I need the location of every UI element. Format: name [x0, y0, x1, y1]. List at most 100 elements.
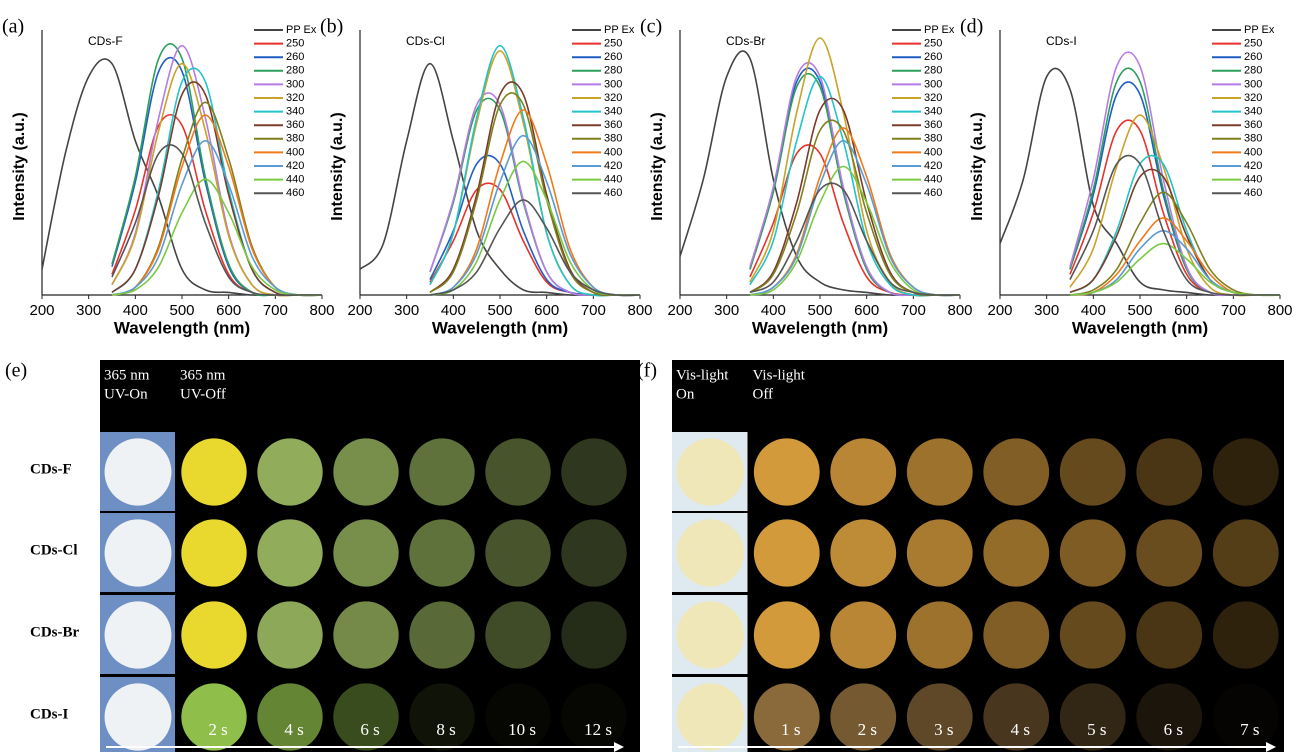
- time-label: 7 s: [1240, 720, 1259, 739]
- legend-label: 380: [286, 133, 304, 145]
- sample-photo: [907, 519, 973, 586]
- sample-photo: [181, 438, 246, 505]
- legend-label: 300: [604, 78, 622, 90]
- sample-photo: [485, 601, 550, 668]
- sample-photo: [485, 438, 550, 505]
- sample-photo: [181, 683, 246, 750]
- legend-label: 360: [924, 119, 942, 131]
- sample-photo: [485, 519, 550, 586]
- legend-label: PP Ex: [924, 24, 955, 36]
- sample-photo: [257, 683, 322, 750]
- legend-label: 460: [604, 187, 622, 199]
- x-tick-label: 800: [947, 302, 972, 319]
- legend-label: 280: [286, 65, 304, 77]
- y-axis-label: Intensity (a.u.): [329, 112, 346, 220]
- x-tick-label: 700: [901, 302, 926, 319]
- sample-photo: [1136, 601, 1202, 668]
- legend-label: 440: [1244, 174, 1262, 186]
- column-header: UV-On: [104, 386, 148, 402]
- legend-label: 360: [1244, 119, 1262, 131]
- time-label: 10 s: [508, 720, 536, 739]
- legend-label: 250: [1244, 38, 1262, 50]
- sample-photo: [754, 601, 820, 668]
- time-label: 2 s: [858, 720, 877, 739]
- sample-photo: [333, 683, 398, 750]
- sample-photo: [257, 519, 322, 586]
- sample-photo: [409, 683, 474, 750]
- sample-photo: [1136, 438, 1202, 505]
- x-tick-label: 700: [263, 302, 288, 319]
- annotation: CDs-Br: [726, 34, 765, 48]
- x-tick-label: 200: [29, 302, 54, 319]
- figure: (a)CDs-F200300400500600700800Wavelength …: [0, 0, 1293, 752]
- y-axis-label: Intensity (a.u.): [11, 112, 28, 220]
- legend-label: 440: [286, 174, 304, 186]
- legend-label: 320: [1244, 92, 1262, 104]
- legend-label: 250: [924, 38, 942, 50]
- panel-label: (f): [637, 360, 657, 382]
- y-axis-label: Intensity (a.u.): [649, 112, 666, 220]
- panel-label: (d): [960, 16, 983, 38]
- x-tick-label: 700: [1221, 302, 1246, 319]
- sample-photo: [754, 519, 820, 586]
- legend-label: 460: [924, 187, 942, 199]
- legend-label: 250: [286, 38, 304, 50]
- sample-photo: [409, 438, 474, 505]
- legend-label: 300: [286, 78, 304, 90]
- x-axis-label: Wavelength (nm): [114, 318, 250, 337]
- x-tick-label: 200: [667, 302, 692, 319]
- sample-label: CDs-F: [30, 461, 72, 477]
- sample-photo: [105, 438, 172, 505]
- x-tick-label: 600: [1174, 302, 1199, 319]
- x-tick-label: 500: [169, 302, 194, 319]
- x-tick-label: 500: [487, 302, 512, 319]
- legend-label: 400: [1244, 146, 1262, 158]
- sample-photo: [907, 601, 973, 668]
- sample-label: CDs-I: [30, 706, 68, 722]
- sample-photo: [907, 438, 973, 505]
- legend-label: 320: [924, 92, 942, 104]
- sample-photo: [830, 683, 896, 750]
- sample-photo: [1213, 438, 1279, 505]
- x-tick-label: 300: [394, 302, 419, 319]
- legend-label: 380: [1244, 133, 1262, 145]
- sample-photo: [105, 601, 172, 668]
- sample-photo: [830, 601, 896, 668]
- legend-label: 260: [1244, 51, 1262, 63]
- sample-photo: [754, 683, 820, 750]
- sample-photo: [181, 519, 246, 586]
- x-axis-label: Wavelength (nm): [432, 318, 568, 337]
- legend-label: 400: [286, 146, 304, 158]
- sample-photo: [257, 601, 322, 668]
- column-header: UV-Off: [180, 386, 226, 402]
- legend-label: 340: [924, 106, 942, 118]
- legend-label: 280: [604, 65, 622, 77]
- column-header: On: [676, 386, 695, 402]
- sample-photo: [983, 519, 1049, 586]
- sample-photo: [1060, 519, 1126, 586]
- x-tick-label: 600: [216, 302, 241, 319]
- legend-label: 340: [604, 106, 622, 118]
- x-axis-label: Wavelength (nm): [752, 318, 888, 337]
- sample-photo: [677, 519, 744, 586]
- legend-label: 360: [604, 119, 622, 131]
- x-tick-label: 400: [441, 302, 466, 319]
- time-label: 3 s: [934, 720, 953, 739]
- x-tick-label: 400: [1081, 302, 1106, 319]
- time-label: 6 s: [360, 720, 379, 739]
- legend-label: 400: [604, 146, 622, 158]
- legend-label: 260: [604, 51, 622, 63]
- annotation: CDs-I: [1046, 34, 1077, 48]
- legend-label: 440: [924, 174, 942, 186]
- sample-photo: [485, 683, 550, 750]
- panel-label: (c): [640, 16, 662, 38]
- legend-label: 250: [604, 38, 622, 50]
- spectrum-line: [1000, 68, 1280, 295]
- sample-photo: [105, 519, 172, 586]
- legend-label: 280: [1244, 65, 1262, 77]
- sample-photo: [409, 519, 474, 586]
- sample-photo: [409, 601, 474, 668]
- column-header: 365 nm: [180, 367, 226, 383]
- time-label: 1 s: [781, 720, 800, 739]
- sample-photo: [561, 683, 626, 750]
